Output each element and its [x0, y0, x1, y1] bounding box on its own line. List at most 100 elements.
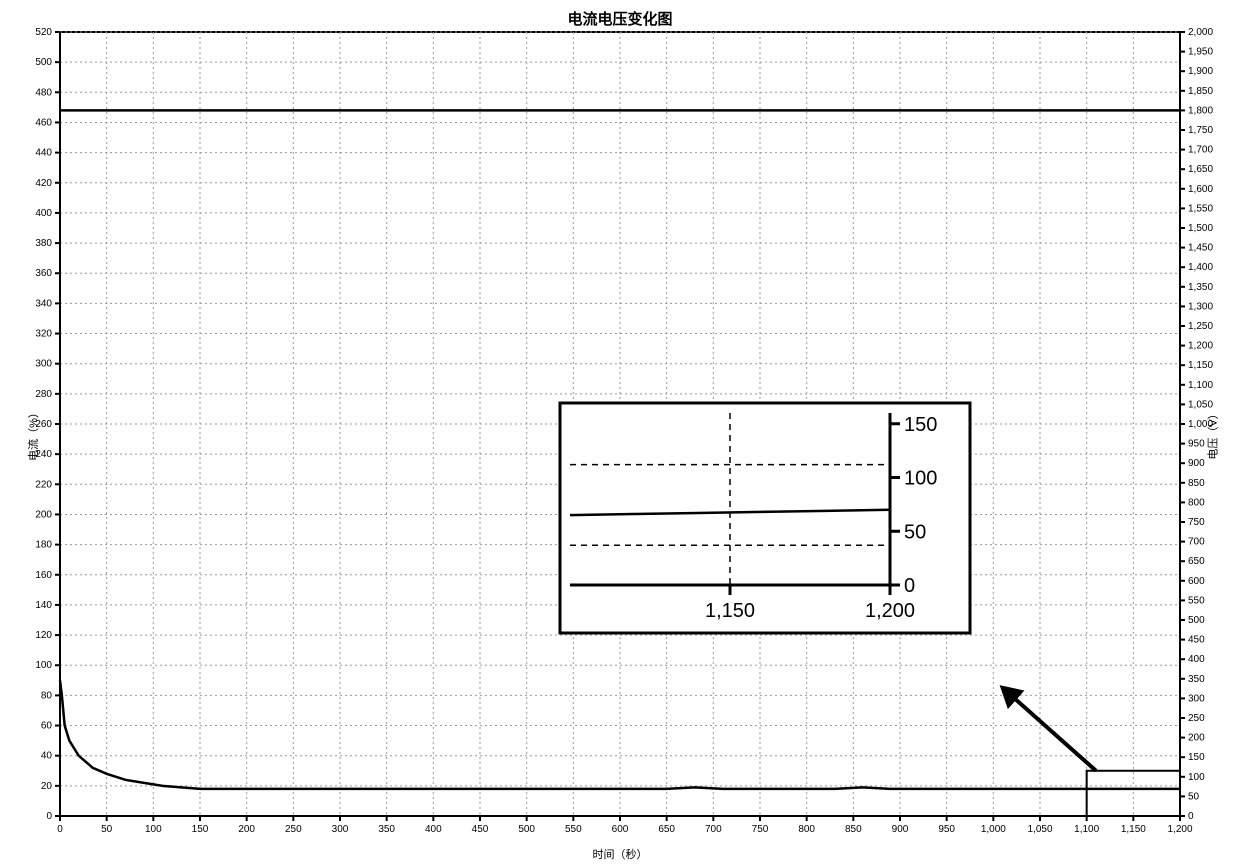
- svg-text:1,200: 1,200: [865, 600, 915, 622]
- svg-text:1,700: 1,700: [1188, 145, 1213, 156]
- svg-text:900: 900: [1188, 458, 1205, 469]
- svg-text:1,200: 1,200: [1167, 824, 1192, 835]
- svg-text:500: 500: [35, 57, 52, 68]
- svg-text:450: 450: [472, 824, 489, 835]
- x-label: 时间（秒）: [593, 846, 648, 862]
- svg-text:450: 450: [1188, 635, 1205, 646]
- svg-text:1,250: 1,250: [1188, 321, 1213, 332]
- svg-text:150: 150: [192, 824, 209, 835]
- svg-text:300: 300: [332, 824, 349, 835]
- svg-text:1,350: 1,350: [1188, 282, 1213, 293]
- svg-text:900: 900: [892, 824, 909, 835]
- svg-text:500: 500: [518, 824, 535, 835]
- svg-text:300: 300: [1188, 693, 1205, 704]
- svg-text:600: 600: [1188, 576, 1205, 587]
- svg-text:1,000: 1,000: [981, 824, 1006, 835]
- svg-text:1,900: 1,900: [1188, 66, 1213, 77]
- svg-text:1,400: 1,400: [1188, 262, 1213, 273]
- svg-text:1,050: 1,050: [1027, 824, 1052, 835]
- svg-text:360: 360: [35, 268, 52, 279]
- svg-text:1,100: 1,100: [1188, 380, 1213, 391]
- svg-text:280: 280: [35, 389, 52, 400]
- svg-text:1,150: 1,150: [705, 600, 755, 622]
- svg-text:400: 400: [425, 824, 442, 835]
- svg-text:700: 700: [1188, 537, 1205, 548]
- svg-text:100: 100: [35, 660, 52, 671]
- svg-text:80: 80: [41, 690, 53, 701]
- svg-text:700: 700: [705, 824, 722, 835]
- svg-text:150: 150: [1188, 752, 1205, 763]
- svg-text:750: 750: [1188, 517, 1205, 528]
- svg-text:300: 300: [35, 359, 52, 370]
- svg-text:140: 140: [35, 600, 52, 611]
- svg-text:350: 350: [378, 824, 395, 835]
- svg-text:0: 0: [904, 575, 915, 597]
- svg-text:1,150: 1,150: [1121, 824, 1146, 835]
- svg-text:200: 200: [238, 824, 255, 835]
- svg-text:650: 650: [658, 824, 675, 835]
- svg-text:0: 0: [46, 811, 52, 822]
- svg-text:1,500: 1,500: [1188, 223, 1213, 234]
- svg-text:2,000: 2,000: [1188, 27, 1213, 38]
- svg-text:460: 460: [35, 117, 52, 128]
- svg-text:1,150: 1,150: [1188, 360, 1213, 371]
- svg-text:850: 850: [845, 824, 862, 835]
- svg-text:400: 400: [1188, 654, 1205, 665]
- svg-text:950: 950: [938, 824, 955, 835]
- svg-text:1,550: 1,550: [1188, 203, 1213, 214]
- svg-text:20: 20: [41, 781, 53, 792]
- svg-text:200: 200: [1188, 733, 1205, 744]
- svg-text:650: 650: [1188, 556, 1205, 567]
- svg-text:50: 50: [1188, 791, 1200, 802]
- svg-text:800: 800: [1188, 497, 1205, 508]
- svg-text:1,950: 1,950: [1188, 47, 1213, 58]
- svg-text:350: 350: [1188, 674, 1205, 685]
- svg-text:150: 150: [904, 414, 937, 436]
- svg-text:440: 440: [35, 148, 52, 159]
- svg-text:1,300: 1,300: [1188, 301, 1213, 312]
- svg-text:50: 50: [101, 824, 113, 835]
- svg-text:40: 40: [41, 751, 53, 762]
- svg-text:160: 160: [35, 570, 52, 581]
- svg-text:1,600: 1,600: [1188, 184, 1213, 195]
- svg-text:550: 550: [565, 824, 582, 835]
- chart-container: 电流电压变化图 电流（%） 电压（V） 时间（秒） 05010015020025…: [0, 0, 1240, 868]
- svg-text:100: 100: [904, 468, 937, 490]
- svg-text:380: 380: [35, 238, 52, 249]
- svg-text:1,650: 1,650: [1188, 164, 1213, 175]
- svg-text:500: 500: [1188, 615, 1205, 626]
- svg-text:480: 480: [35, 87, 52, 98]
- svg-text:400: 400: [35, 208, 52, 219]
- svg-text:0: 0: [1188, 811, 1194, 822]
- svg-text:1,750: 1,750: [1188, 125, 1213, 136]
- svg-text:1,450: 1,450: [1188, 243, 1213, 254]
- y-left-label: 电流（%）: [25, 407, 41, 461]
- svg-text:50: 50: [904, 521, 926, 543]
- svg-text:1,200: 1,200: [1188, 341, 1213, 352]
- svg-text:100: 100: [145, 824, 162, 835]
- svg-text:520: 520: [35, 27, 52, 38]
- svg-text:220: 220: [35, 479, 52, 490]
- svg-text:850: 850: [1188, 478, 1205, 489]
- svg-text:0: 0: [57, 824, 63, 835]
- y-right-label: 电压（V）: [1204, 408, 1220, 459]
- svg-text:340: 340: [35, 298, 52, 309]
- svg-text:320: 320: [35, 329, 52, 340]
- svg-text:420: 420: [35, 178, 52, 189]
- svg-text:950: 950: [1188, 439, 1205, 450]
- chart-title: 电流电压变化图: [567, 8, 672, 29]
- svg-text:180: 180: [35, 540, 52, 551]
- svg-text:1,850: 1,850: [1188, 86, 1213, 97]
- svg-text:600: 600: [612, 824, 629, 835]
- svg-text:1,100: 1,100: [1074, 824, 1099, 835]
- svg-text:200: 200: [35, 509, 52, 520]
- svg-text:250: 250: [285, 824, 302, 835]
- chart-svg: 0501001502002503003504004505005506006507…: [0, 0, 1240, 868]
- svg-text:120: 120: [35, 630, 52, 641]
- svg-text:800: 800: [798, 824, 815, 835]
- svg-text:60: 60: [41, 721, 53, 732]
- svg-text:100: 100: [1188, 772, 1205, 783]
- svg-text:250: 250: [1188, 713, 1205, 724]
- svg-text:750: 750: [752, 824, 769, 835]
- svg-text:1,800: 1,800: [1188, 105, 1213, 116]
